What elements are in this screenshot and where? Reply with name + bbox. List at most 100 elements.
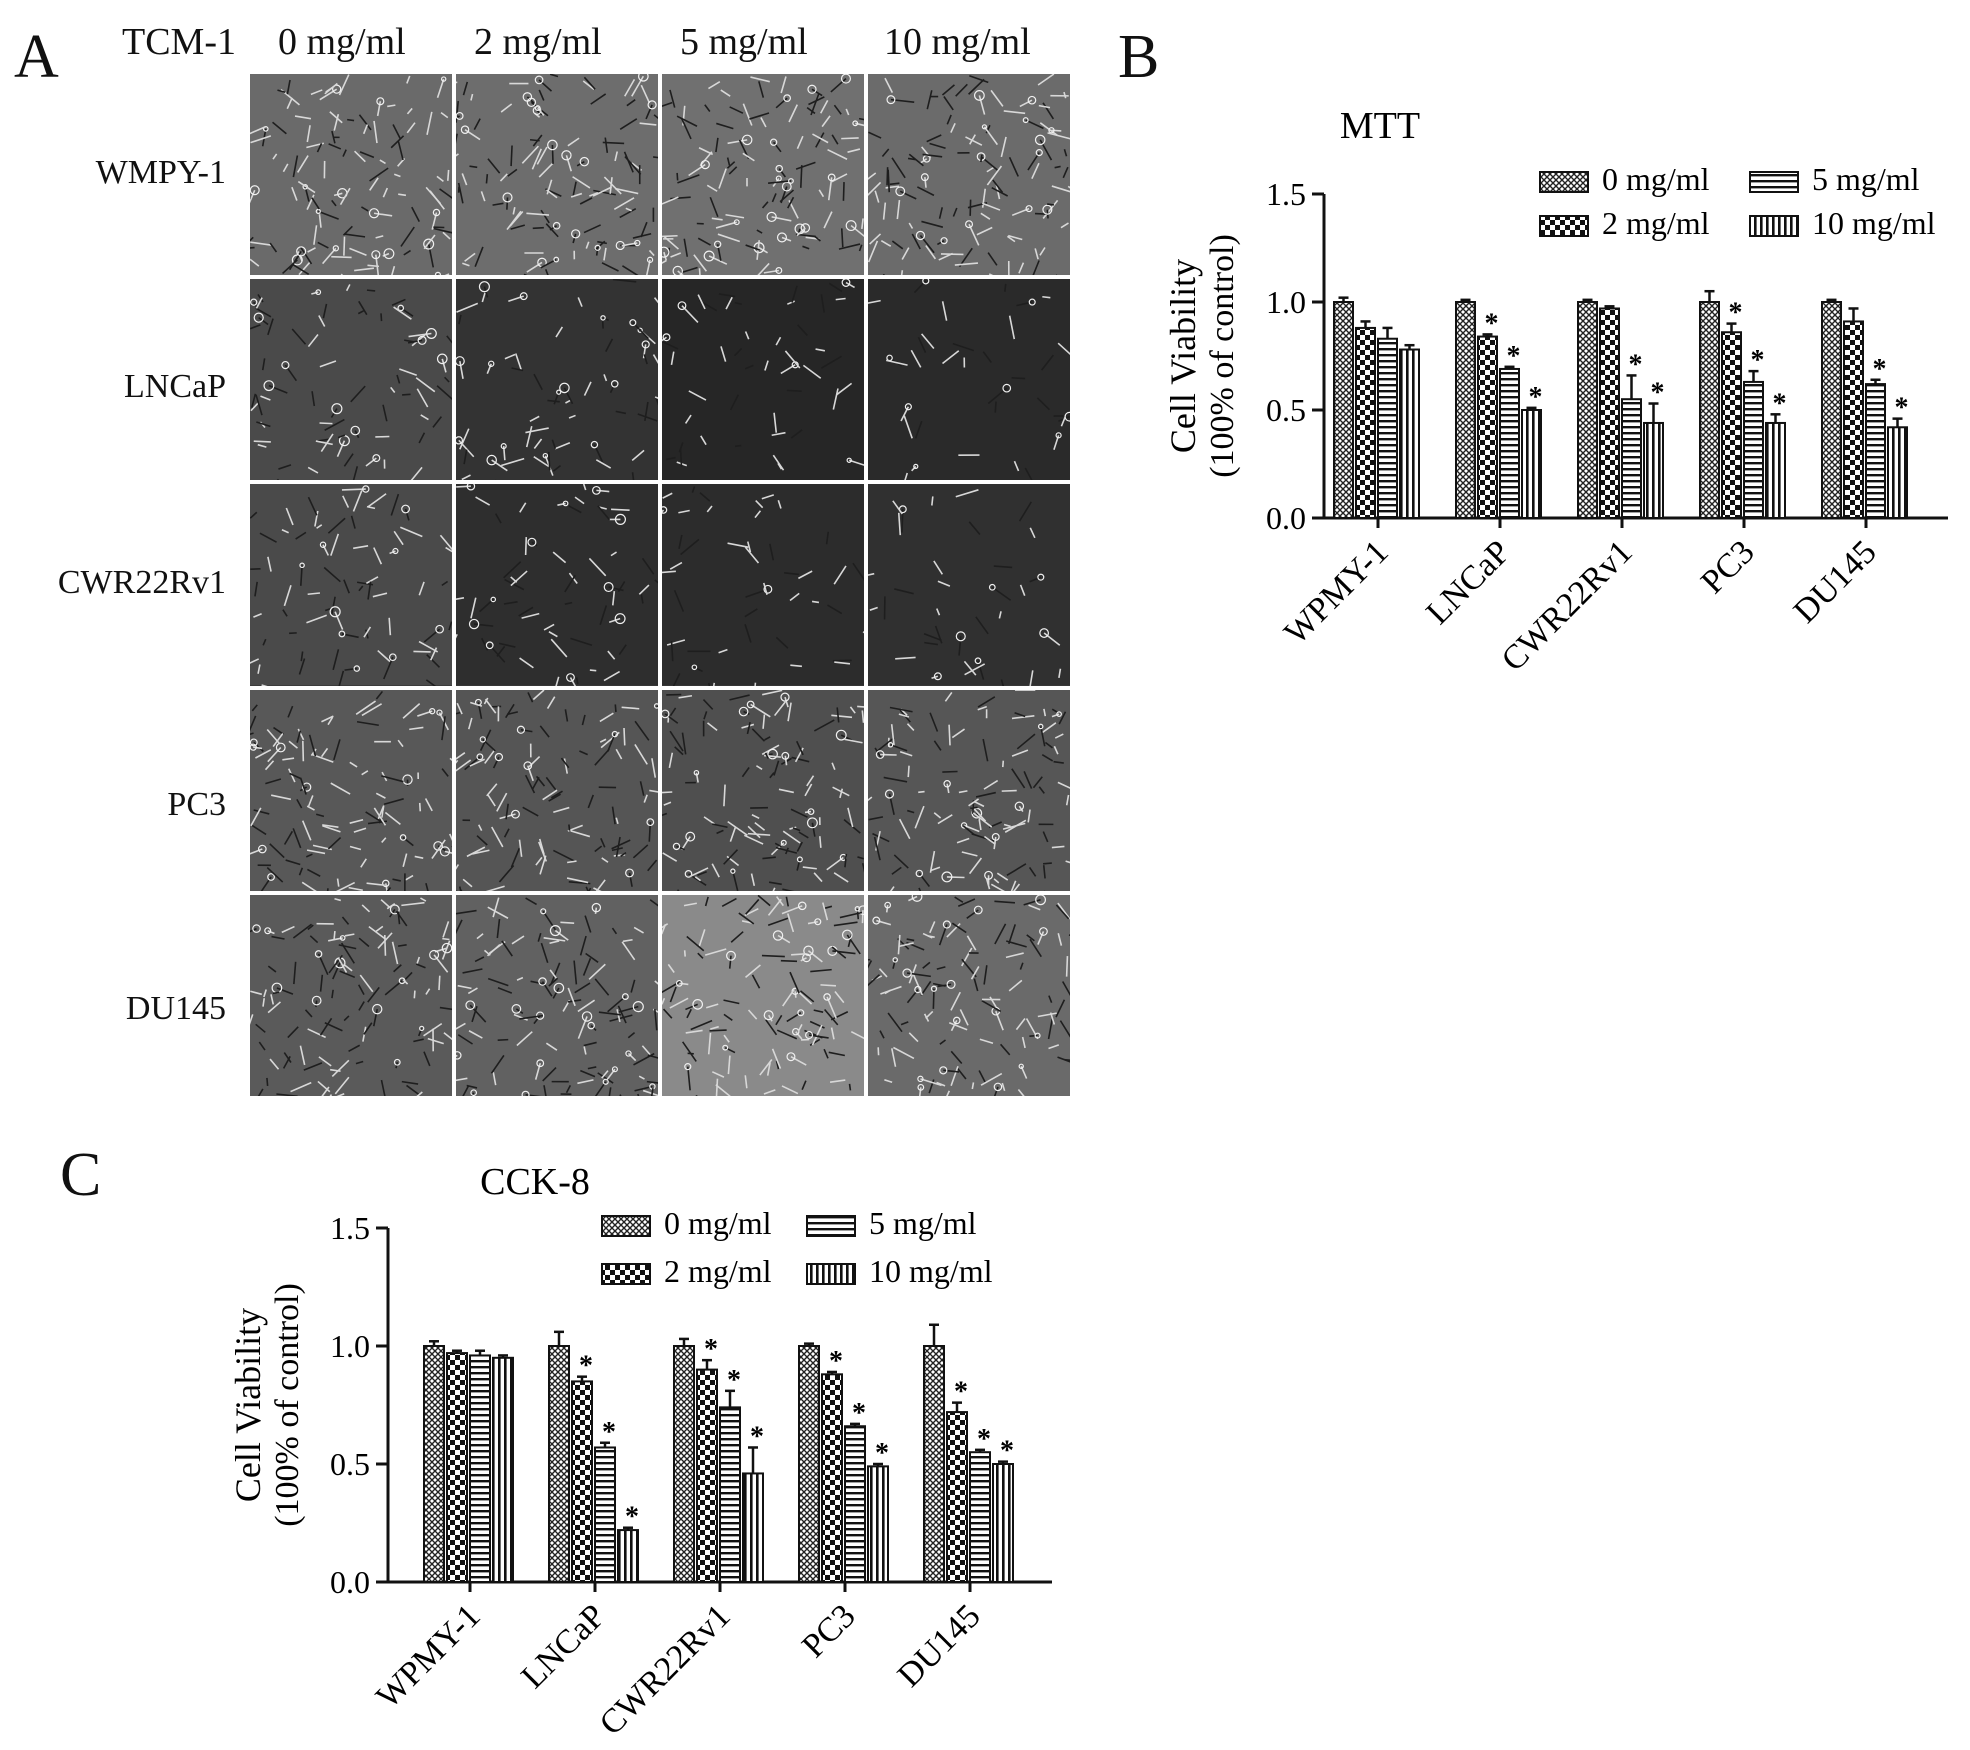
significance-marker: * [829,1346,843,1377]
legend-swatch [1749,171,1799,193]
bar-lncap-1 [1477,335,1498,519]
row-label-lncap: LNCaP [124,368,226,405]
micrograph-r3-c0 [250,689,452,891]
y-tick-label: 1.5 [1266,176,1306,212]
bar-du145-0 [923,1345,945,1583]
legend-swatch [601,1263,651,1285]
significance-marker: * [1773,388,1787,419]
significance-marker: * [1000,1436,1014,1467]
micrograph-r0-c3 [868,74,1070,276]
legend-swatch [601,1215,651,1237]
bar-du145-1 [946,1411,968,1583]
micrograph-r0-c1 [456,74,658,276]
micrograph-r1-c0 [250,279,452,481]
micrograph-r1-c2 [662,279,864,481]
y-axis-label-unit: (100% of control) [1204,234,1241,478]
micrograph-r4-c2 [662,894,864,1096]
x-tick-label: WPMY-1 [369,1597,487,1715]
mtt-chart: MTT Cell Viability (100% of control) 0.0 0.5… [1163,105,1948,679]
y-axis-label: Cell Viability [1163,259,1203,453]
legend-label: 5 mg/ml [869,1205,977,1241]
micrograph-r3-c3 [868,689,1070,891]
bar-wpmy-1-2 [1377,337,1398,519]
bar-pc3-3 [1765,421,1786,519]
y-axis-label-unit: (100% of control) [269,1283,306,1527]
y-axis-label: Cell Viability [228,1308,268,1502]
bar-cwr22rv1-1 [696,1368,718,1583]
panel-b-letter: B [1118,23,1160,91]
bar-lncap-2 [1499,367,1520,519]
row-label-du145: DU145 [125,990,226,1027]
bar-wpmy-1-3 [492,1356,514,1583]
bar-pc3-2 [1743,380,1764,520]
legend-label: 2 mg/ml [664,1253,772,1289]
micrograph-r1-c3 [868,279,1070,481]
significance-marker: * [625,1502,639,1533]
y-tick-label: 1.0 [1266,284,1306,320]
bar-pc3-2 [844,1425,866,1583]
bar-du145-1 [1843,320,1864,519]
column-label-10: 10 mg/ml [884,21,1031,63]
micrograph-r2-c2 [662,484,864,686]
x-tick-label: LNCaP [514,1597,612,1695]
x-tick-label: CWR22Rv1 [593,1597,738,1742]
legend-label: 5 mg/ml [1812,161,1920,197]
column-label-0: 0 mg/ml [278,21,406,63]
micrograph-r1-c1 [456,279,658,481]
bar-cwr22rv1-1 [1599,307,1620,519]
micrograph-r0-c2 [662,74,864,276]
legend-swatch [1539,171,1589,193]
bar-pc3-3 [867,1465,889,1583]
significance-marker: * [704,1334,718,1365]
bar-wpmy-1-0 [423,1345,445,1583]
significance-marker: * [1485,308,1499,339]
micrograph-r3-c2 [662,689,864,891]
bar-cwr22rv1-3 [742,1472,764,1583]
legend-label: 10 mg/ml [1812,205,1936,241]
row-label-cwr22rv1: CWR22Rv1 [57,564,226,601]
chart-title: CCK-8 [480,1161,590,1203]
significance-marker: * [750,1421,764,1452]
significance-marker: * [727,1365,741,1396]
significance-marker: * [1629,349,1643,380]
panel-c-letter: C [60,1141,102,1209]
micrograph-r2-c3 [868,484,1070,686]
bar-lncap-0 [548,1345,570,1583]
cck8-chart: CCK-8 Cell Viability (100% of control) 0.0 0… [228,1161,1052,1743]
bar-pc3-0 [1699,301,1720,519]
y-tick-label: 0.0 [330,1564,370,1600]
bar-wpmy-1-1 [1355,326,1376,519]
bar-pc3-1 [1721,331,1742,519]
significance-marker: * [1651,378,1665,409]
significance-marker: * [1507,341,1521,372]
y-tick-label: 0.5 [1266,392,1306,428]
bar-lncap-2 [594,1446,616,1584]
bar-du145-2 [969,1451,991,1584]
bar-cwr22rv1-2 [1621,398,1642,520]
significance-marker: * [1895,393,1909,424]
y-tick-label: 0.5 [330,1446,370,1482]
micrograph-r2-c1 [456,484,658,686]
y-tick-label: 1.0 [330,1328,370,1364]
bar-du145-0 [1821,301,1842,519]
significance-marker: * [977,1424,991,1455]
bar-lncap-3 [1521,409,1542,519]
significance-marker: * [1729,298,1743,329]
bar-lncap-0 [1455,301,1476,519]
bar-wpmy-1-3 [1399,348,1420,519]
legend-label: 10 mg/ml [869,1253,993,1289]
x-tick-label: DU145 [891,1597,988,1694]
legend-swatch [806,1215,856,1237]
x-tick-label: PC3 [1694,533,1762,601]
bar-lncap-1 [571,1380,593,1583]
bar-pc3-1 [821,1373,843,1583]
chart-title: MTT [1340,105,1420,147]
y-tick-label: 1.5 [330,1210,370,1246]
significance-marker: * [875,1438,889,1469]
legend-label: 2 mg/ml [1602,205,1710,241]
x-tick-label: PC3 [795,1597,863,1665]
micrograph-r4-c3 [868,894,1070,1096]
y-tick-label: 0.0 [1266,500,1306,536]
micrograph-r4-c1 [456,894,658,1096]
significance-marker: * [579,1351,593,1382]
